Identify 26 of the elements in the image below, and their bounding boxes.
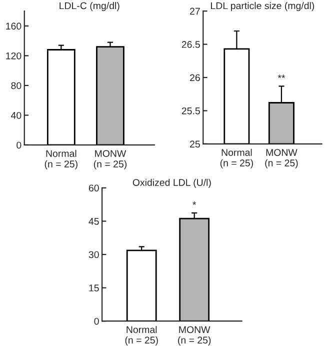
x-tick-label: Normal (n = 25) — [44, 150, 78, 170]
y-tick-label: 120 — [6, 52, 22, 60]
y-tick-label: 30 — [88, 251, 99, 258]
y-tick-label: 80 — [11, 82, 22, 90]
y-tick-label: 15 — [89, 284, 99, 292]
x-tick-label: Normal (n = 25) — [125, 326, 158, 346]
annotation: * — [192, 201, 196, 205]
x-tick-label: MONW (n = 25) — [94, 150, 127, 170]
y-tick-label: 25 — [190, 140, 200, 148]
y-tick-label: 0 — [94, 318, 99, 325]
y-tick-label: 27 — [190, 8, 200, 15]
y-tick-label: 25.5 — [182, 107, 200, 114]
chart-title: LDL particle size (mg/dl) — [211, 2, 314, 12]
x-tick-label: MONW (n = 25) — [178, 326, 211, 346]
y-tick-label: 26 — [190, 74, 200, 82]
annotation: ** — [278, 74, 286, 78]
x-tick-label: MONW (n = 25) — [265, 149, 298, 168]
y-tick-label: 160 — [6, 22, 22, 30]
chart-title: LDL-C (mg/dl) — [60, 2, 120, 12]
y-tick-label: 45 — [88, 218, 99, 225]
y-tick-label: 26.5 — [182, 41, 200, 48]
y-tick-label: 40 — [11, 112, 22, 119]
y-tick-label: 60 — [88, 184, 99, 192]
chart-title: Oxidized LDL (U/l) — [132, 178, 211, 188]
y-tick-label: 0 — [16, 142, 22, 149]
x-tick-label: Normal (n = 25) — [220, 148, 253, 168]
